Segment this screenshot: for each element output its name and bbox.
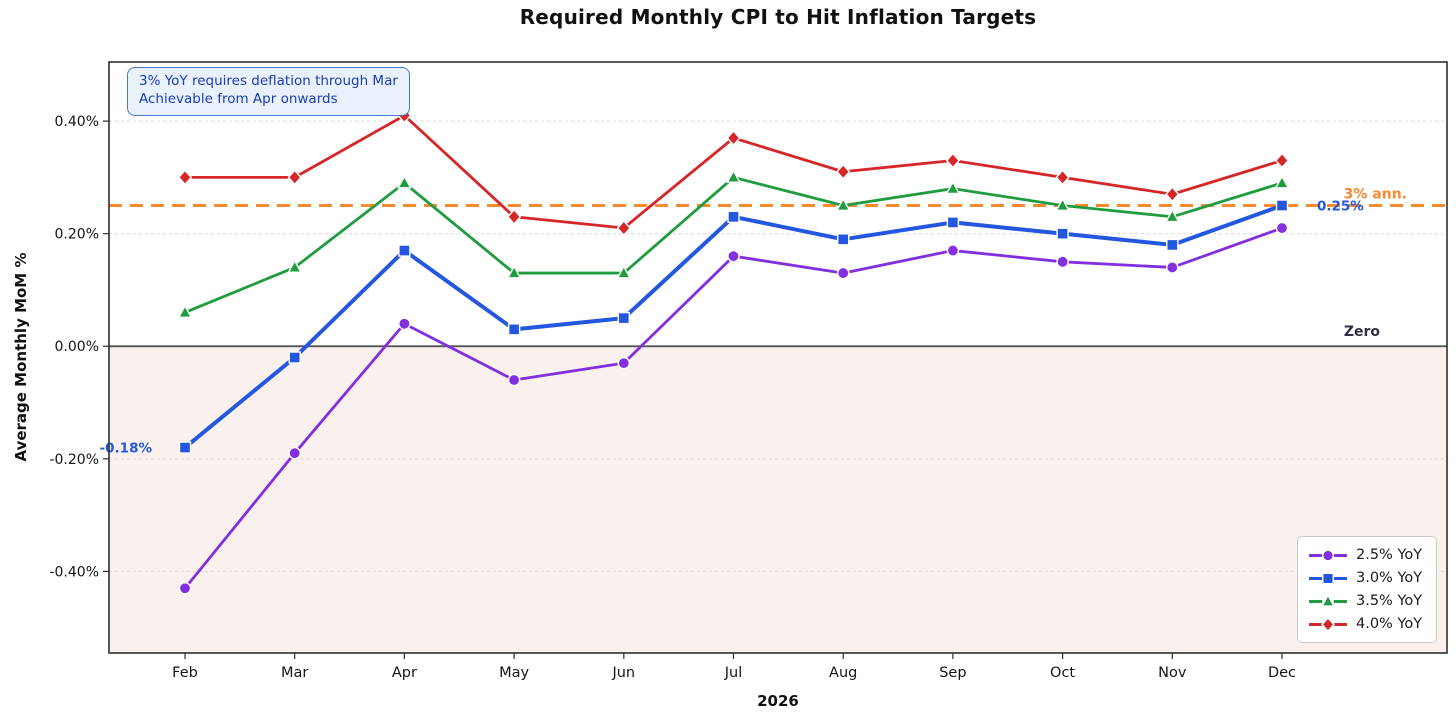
point-2-5-yoy-apr — [398, 317, 411, 331]
point-4-0-yoy-may — [506, 208, 522, 225]
x-tick-label-sep: Sep — [939, 665, 966, 681]
point-2-5-yoy-feb — [178, 581, 192, 595]
series-line-3-5-yoy — [183, 175, 1284, 314]
plot-border — [108, 61, 1448, 654]
point-3-5-yoy-dec — [1274, 174, 1290, 189]
legend: 2.5% YoY 3.0% YoY 3.5% YoY 4.0% YoY — [1297, 536, 1438, 643]
point-4-0-yoy-dec — [1274, 152, 1290, 169]
legend-item-3-0-yoy: 3.0% YoY — [1309, 570, 1422, 586]
point-3-0-yoy-aug — [837, 233, 850, 246]
x-tick-label-mar: Mar — [281, 665, 308, 681]
x-axis-year-label: 2026 — [757, 692, 799, 710]
point-3-5-yoy-oct — [1055, 197, 1070, 212]
refline-label-target: 3% ann. — [1344, 187, 1407, 203]
x-tick-label-apr: Apr — [392, 665, 417, 681]
x-tick-label-nov: Nov — [1158, 665, 1187, 681]
legend-label: 2.5% YoY — [1356, 547, 1423, 563]
point-3-0-yoy-jun — [617, 311, 630, 325]
point-3-5-yoy-mar — [287, 259, 303, 273]
x-tick-label-feb: Feb — [172, 665, 198, 681]
legend-marker-square-icon — [1309, 572, 1347, 584]
series-2-5-yoy — [178, 221, 1289, 595]
annotation-line-1: 3% YoY requires deflation through Mar — [139, 73, 398, 89]
y-tick-label-0.4: 0.40% — [55, 114, 99, 130]
point-4-0-yoy-aug — [836, 163, 851, 180]
x-tick-label-may: May — [499, 665, 529, 681]
point-3-5-yoy-jun — [616, 265, 632, 279]
series-3-0-yoy — [178, 199, 1289, 454]
x-tick-label-dec: Dec — [1268, 665, 1296, 681]
annotation-callout: 3% YoY requires deflation through Mar Ac… — [127, 67, 410, 116]
point-2-5-yoy-may — [507, 373, 521, 387]
point-3-0-yoy-mar — [288, 351, 301, 364]
point-3-5-yoy-feb — [177, 304, 193, 318]
annotation-line-2: Achievable from Apr onwards — [139, 90, 338, 107]
chart-title: Required Monthly CPI to Hit Inflation Ta… — [519, 5, 1037, 29]
series-3-5-yoy — [177, 169, 1290, 318]
point-4-0-yoy-oct — [1055, 169, 1070, 186]
point-3-0-yoy-sep — [946, 216, 960, 229]
point-2-5-yoy-dec — [1275, 221, 1289, 235]
x-tick-label-jun: Jun — [611, 665, 635, 681]
point-3-0-yoy-nov — [1166, 238, 1179, 252]
point-label-last-blue: 0.25% — [1317, 199, 1364, 215]
point-label-first-blue: -0.18% — [100, 441, 153, 457]
legend-marker-diamond-icon — [1309, 616, 1347, 632]
point-3-5-yoy-sep — [945, 180, 961, 195]
point-4-0-yoy-jul — [726, 129, 741, 147]
point-2-5-yoy-jul — [727, 249, 740, 263]
point-3-0-yoy-may — [507, 323, 521, 336]
point-2-5-yoy-aug — [836, 266, 850, 280]
y-tick-label--0.2: -0.20% — [49, 452, 99, 468]
point-2-5-yoy-oct — [1056, 255, 1069, 269]
point-4-0-yoy-feb — [177, 169, 193, 186]
point-3-5-yoy-apr — [397, 174, 412, 189]
legend-item-4-0-yoy: 4.0% YoY — [1309, 616, 1422, 632]
point-3-0-yoy-apr — [398, 244, 411, 257]
point-2-5-yoy-jun — [617, 356, 631, 370]
point-4-0-yoy-jun — [616, 219, 631, 237]
legend-item-3-5-yoy: 3.5% YoY — [1309, 593, 1422, 609]
point-2-5-yoy-mar — [288, 446, 302, 460]
legend-label: 3.0% YoY — [1356, 570, 1423, 586]
legend-label: 3.5% YoY — [1356, 593, 1423, 609]
x-tick-label-aug: Aug — [829, 665, 857, 681]
point-3-0-yoy-dec — [1275, 199, 1289, 212]
point-3-0-yoy-jul — [727, 210, 740, 223]
legend-marker-circle-icon — [1309, 548, 1347, 562]
point-2-5-yoy-sep — [946, 244, 960, 257]
point-2-5-yoy-nov — [1166, 261, 1179, 274]
y-tick-label-0: 0.00% — [55, 339, 99, 355]
legend-label: 4.0% YoY — [1356, 616, 1423, 632]
point-3-5-yoy-may — [506, 265, 522, 279]
point-4-0-yoy-nov — [1165, 186, 1180, 203]
point-4-0-yoy-sep — [945, 152, 961, 169]
point-3-5-yoy-jul — [726, 169, 741, 183]
point-3-5-yoy-nov — [1164, 208, 1180, 223]
y-tick-label--0.4: -0.40% — [49, 564, 99, 580]
refline-label-zero: Zero — [1344, 324, 1381, 340]
x-tick-label-oct: Oct — [1050, 665, 1075, 681]
point-3-0-yoy-feb — [178, 441, 192, 454]
x-tick-label-jul: Jul — [724, 665, 743, 681]
point-3-0-yoy-oct — [1056, 227, 1069, 240]
negative-region — [109, 346, 1447, 653]
point-4-0-yoy-mar — [287, 169, 302, 186]
y-tick-label-0.2: 0.20% — [55, 227, 99, 243]
legend-marker-triangle-icon — [1309, 593, 1347, 607]
point-3-5-yoy-aug — [835, 197, 851, 212]
legend-item-2-5-yoy: 2.5% YoY — [1309, 547, 1422, 563]
